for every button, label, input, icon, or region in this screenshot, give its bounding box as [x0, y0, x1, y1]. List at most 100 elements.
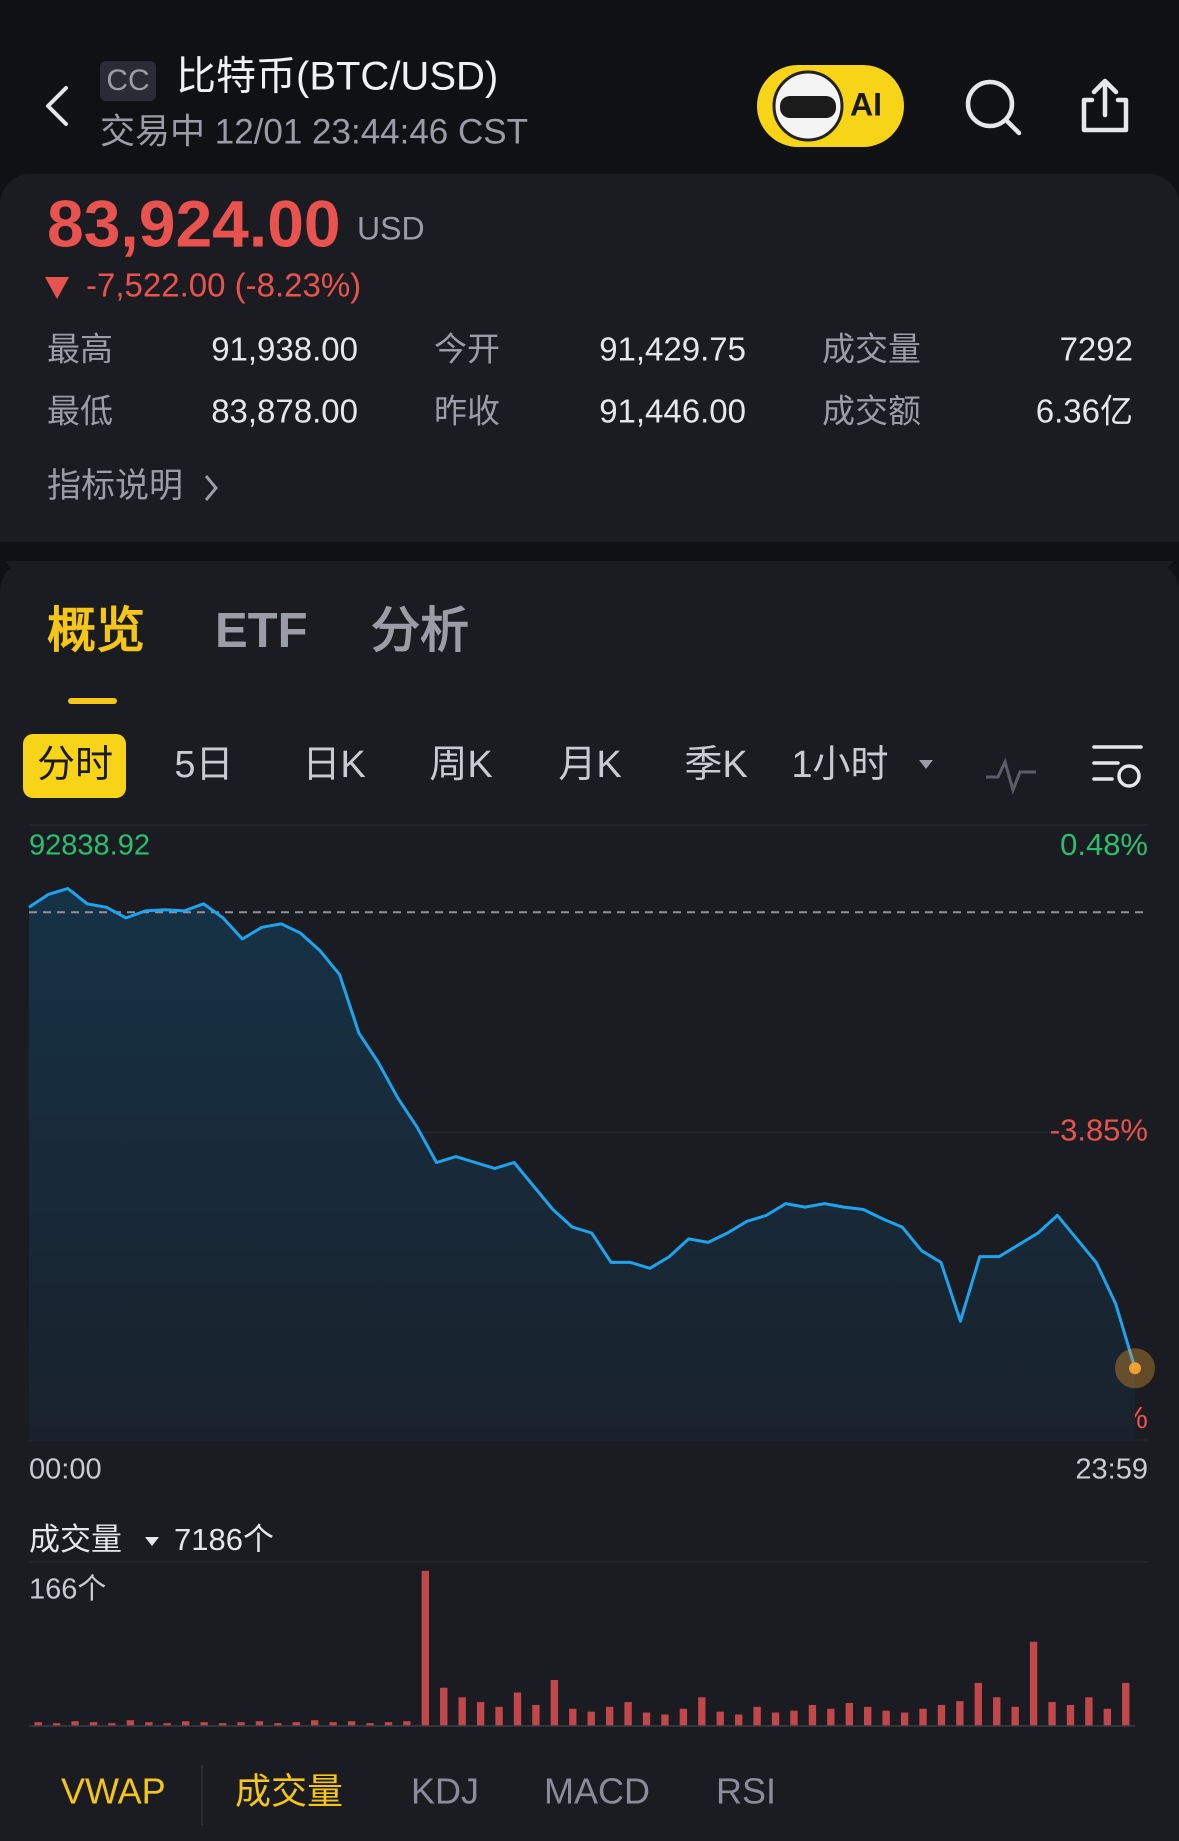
- currency: USD: [357, 210, 425, 246]
- down-arrow: [45, 277, 69, 299]
- volume-bar: [956, 1701, 964, 1726]
- volume-bar: [569, 1708, 577, 1726]
- volume-bar: [790, 1710, 798, 1726]
- volume-bar: [605, 1706, 614, 1726]
- dropdown-arrow: [919, 760, 933, 769]
- volume-bar: [716, 1711, 724, 1726]
- indicator-tab[interactable]: MACD: [544, 1771, 650, 1812]
- stat-value: 91,938.00: [211, 331, 358, 368]
- volume-bar: [108, 1723, 116, 1726]
- volume-bar: [403, 1721, 411, 1726]
- volume-bar: [476, 1702, 485, 1726]
- period[interactable]: 季K: [684, 744, 747, 786]
- volume-bar: [366, 1723, 374, 1726]
- title: 比特币(BTC/USD): [176, 55, 498, 99]
- x-tick-label: 00:00: [29, 1454, 102, 1486]
- tab[interactable]: 分析: [371, 604, 469, 658]
- tab[interactable]: 概览: [47, 604, 145, 658]
- indicator-tab[interactable]: RSI: [716, 1771, 776, 1812]
- stats: 最高 91,938.00 今开 91,429.75 成交量 7292 最低 83,878.00…: [47, 331, 1133, 430]
- ai-button[interactable]: AI: [757, 65, 904, 147]
- y2-tick-label: 0.48%: [1060, 827, 1148, 862]
- volume-title: 成交量: [29, 1522, 122, 1557]
- indicator-link[interactable]: 指标说明: [47, 467, 183, 505]
- indicator-tab[interactable]: VWAP: [61, 1771, 166, 1812]
- volume-bar: [71, 1721, 79, 1726]
- volume-bar: [384, 1722, 393, 1726]
- volume-bar: [900, 1712, 909, 1726]
- volume-bar: [993, 1697, 1001, 1726]
- volume-bar: [808, 1704, 817, 1726]
- stat-label: 今开: [434, 331, 500, 368]
- badge-bg: [100, 61, 156, 101]
- volume-bar: [458, 1697, 466, 1726]
- volume-bar: [311, 1720, 319, 1726]
- indicator-tab[interactable]: 成交量: [235, 1771, 343, 1812]
- period[interactable]: 5日: [174, 744, 233, 786]
- volume-bar: [882, 1710, 890, 1726]
- separator: [0, 542, 1179, 561]
- volume-bar: [34, 1722, 42, 1726]
- volume-bar: [679, 1708, 688, 1726]
- stat-label: 最高: [47, 331, 113, 368]
- last-point: [1129, 1362, 1141, 1375]
- volume-total: 7186个: [174, 1522, 274, 1557]
- stat-value: 7292: [1060, 331, 1133, 368]
- stat-value: 83,878.00: [211, 393, 358, 430]
- volume-bar: [292, 1722, 300, 1726]
- period[interactable]: 月K: [558, 744, 621, 786]
- share-button[interactable]: [1081, 78, 1129, 133]
- y2-tick-label: -3.85%: [1050, 1113, 1148, 1148]
- volume-bar: [845, 1703, 853, 1726]
- volume-bar: [52, 1723, 61, 1726]
- period[interactable]: 周K: [429, 744, 492, 786]
- indicator-tab[interactable]: KDJ: [411, 1771, 479, 1812]
- back-button[interactable]: [46, 86, 68, 126]
- tabs: 概览 ETF 分析: [47, 604, 469, 658]
- volume-bar: [1122, 1682, 1130, 1726]
- period[interactable]: 日K: [302, 744, 365, 786]
- search-button[interactable]: [965, 79, 1022, 136]
- stat-value: 91,429.75: [599, 331, 746, 368]
- volume-bar: [181, 1721, 190, 1726]
- volume-bar: [827, 1708, 835, 1726]
- volume-bar: [937, 1704, 946, 1726]
- tab[interactable]: ETF: [215, 604, 308, 658]
- price: 83,924.00: [47, 186, 341, 260]
- indicators: VWAP 成交量 KDJ MACD RSI: [61, 1771, 776, 1812]
- tab-underline: [68, 698, 117, 704]
- volume-bar: [864, 1706, 872, 1726]
- ai-label: AI: [850, 86, 882, 122]
- volume-bar: [200, 1722, 208, 1726]
- volume-bar: [1103, 1708, 1112, 1726]
- volume-bar: [163, 1723, 171, 1726]
- period-active-bg: [23, 734, 126, 798]
- price-chart: 92838.9287928.9383018.930.48%-3.85%-8.18…: [28, 824, 1155, 1486]
- volume-dropdown: [145, 1537, 159, 1546]
- volume-bar: [237, 1722, 245, 1726]
- ai-mascot-visor: [780, 96, 836, 118]
- volume-bar: [753, 1706, 761, 1726]
- volume-bar: [255, 1721, 264, 1726]
- volume-bar: [1048, 1702, 1056, 1726]
- quote-card: [0, 174, 1179, 574]
- periods: 分时 5日 日K 周K 月K 季K 1小时: [23, 734, 933, 798]
- x-tick-label: 23:59: [1075, 1454, 1148, 1486]
- volume-bar: [274, 1723, 282, 1726]
- period[interactable]: 1小时: [791, 744, 888, 786]
- volume-bar: [1029, 1641, 1038, 1726]
- stat-label: 成交量: [822, 331, 921, 368]
- volume-bar: [771, 1712, 780, 1726]
- period[interactable]: 分时: [37, 744, 113, 786]
- settings-button[interactable]: [1092, 745, 1143, 788]
- chart-card: [0, 561, 1179, 1841]
- volume-bar: [421, 1570, 430, 1726]
- change: -7,522.00 (-8.23%): [86, 267, 361, 304]
- volume-bar: [974, 1682, 983, 1726]
- volume-bar: [145, 1722, 153, 1726]
- volume-bar: [642, 1712, 651, 1726]
- settings-gear: [1117, 764, 1141, 788]
- chart-style-icon[interactable]: [986, 757, 1036, 795]
- volume-bar: [1085, 1697, 1093, 1726]
